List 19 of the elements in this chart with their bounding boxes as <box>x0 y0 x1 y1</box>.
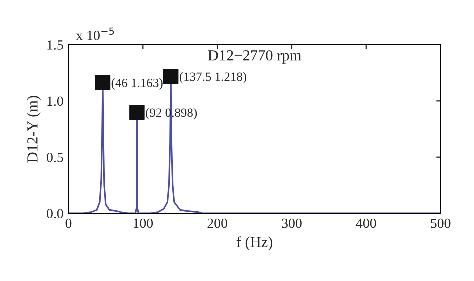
text: x 10$^{−5}$ <box>76 28 114 40</box>
y-tick-label: 1.5 <box>48 40 64 50</box>
point <box>130 104 145 120</box>
y-axis-title: D12-Y (m) <box>27 96 41 163</box>
y-tick-label: 0.0 <box>47 209 64 219</box>
x-tick-label: 200 <box>208 218 228 228</box>
annotation: (137.5 1.218) <box>180 72 247 84</box>
y-tick-label: 0.5 <box>47 152 64 162</box>
x-tick-label: 0 <box>66 218 72 228</box>
point <box>95 75 111 90</box>
chart-title: D12−2770 rpm <box>208 50 302 64</box>
annotation: (46 1.163) <box>112 78 163 90</box>
point <box>163 69 179 84</box>
x-tick-label: 400 <box>356 218 376 228</box>
x-tick-label: 300 <box>282 218 302 228</box>
x-axis-title: f (Hz) <box>236 236 273 251</box>
y-tick-label: 1.0 <box>48 96 64 106</box>
x-tick-label: 100 <box>134 218 154 228</box>
x-tick-label: 500 <box>431 218 451 228</box>
